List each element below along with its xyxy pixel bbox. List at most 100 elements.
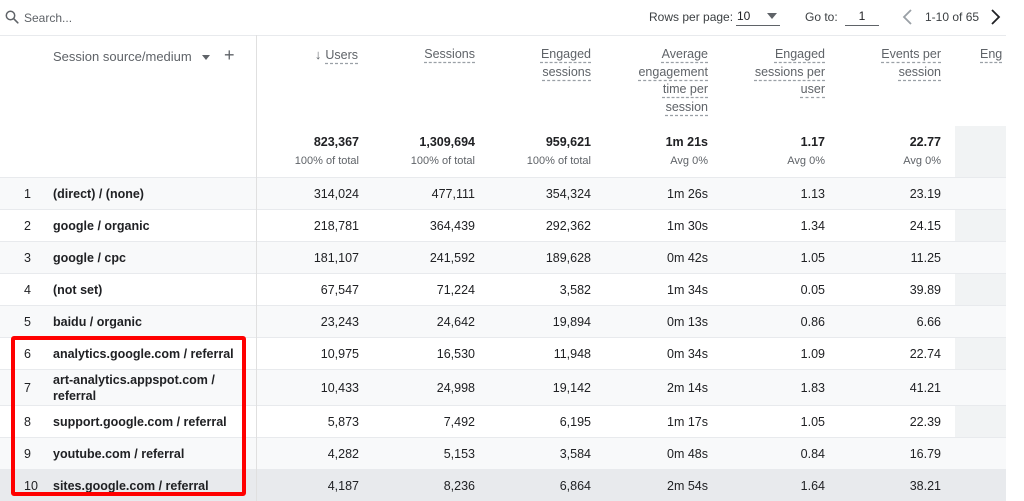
row-number: 8 bbox=[24, 414, 31, 429]
sort-descending-icon: ↓ bbox=[314, 47, 322, 62]
cell-avg-engagement-time: 1m 17s bbox=[667, 414, 708, 429]
row-number: 3 bbox=[24, 250, 31, 265]
table-row[interactable]: 9 youtube.com / referral 4,282 5,153 3,584 0m… bbox=[0, 437, 1006, 469]
row-source-medium[interactable]: sites.google.com / referral bbox=[53, 478, 209, 493]
cell-events-per-session: 11.25 bbox=[910, 250, 941, 265]
cell-avg-engagement-time: 2m 54s bbox=[667, 478, 708, 493]
cell-users: 218,781 bbox=[313, 218, 359, 233]
table-row[interactable]: 2 google / organic 218,781 364,439 292,362 1m… bbox=[0, 209, 1006, 241]
total-engaged-sessions-per-user-sub: Avg 0% bbox=[787, 155, 825, 167]
cell-sessions: 16,530 bbox=[436, 346, 475, 361]
cell-engaged-sessions-per-user: 1.05 bbox=[800, 250, 825, 265]
dimension-header[interactable]: Session source/medium bbox=[53, 49, 192, 64]
cell-users: 10,975 bbox=[320, 346, 359, 361]
row-source-medium[interactable]: baidu / organic bbox=[53, 314, 142, 329]
cell-sessions: 5,153 bbox=[443, 446, 475, 461]
cell-events-per-session: 16.79 bbox=[909, 446, 941, 461]
search-input[interactable] bbox=[24, 9, 324, 27]
cell-sessions: 8,236 bbox=[443, 478, 475, 493]
column-header-users[interactable]: ↓ Users bbox=[314, 47, 358, 62]
cell-users: 10,433 bbox=[320, 380, 359, 395]
cell-events-per-session: 39.89 bbox=[909, 282, 941, 297]
row-source-medium[interactable]: google / cpc bbox=[53, 250, 126, 265]
cell-engaged-sessions: 6,864 bbox=[559, 478, 591, 493]
cell-avg-engagement-time: 1m 26s bbox=[667, 186, 708, 201]
row-number: 2 bbox=[24, 218, 31, 233]
total-sessions: 1,309,694 bbox=[419, 135, 475, 149]
row-number: 4 bbox=[24, 282, 31, 297]
row-source-medium[interactable]: support.google.com / referral bbox=[53, 414, 227, 429]
total-users: 823,367 bbox=[313, 135, 359, 149]
table-row[interactable]: 3 google / cpc 181,107 241,592 189,628 0m 42s… bbox=[0, 241, 1006, 273]
cell-avg-engagement-time: 2m 14s bbox=[667, 380, 708, 395]
cell-engaged-sessions: 292,362 bbox=[545, 218, 591, 233]
cell-engaged-sessions-per-user: 1.13 bbox=[800, 186, 825, 201]
cell-users: 67,547 bbox=[320, 282, 359, 297]
total-engaged-sessions-percent: 100% of total bbox=[526, 155, 591, 167]
table-row[interactable]: 7 art-analytics.appspot.com / referral 10,… bbox=[0, 369, 1006, 405]
table-header: Session source/medium + ↓ Users Sessions … bbox=[0, 35, 1006, 177]
column-header-engaged-sessions[interactable]: Engaged sessions bbox=[540, 47, 591, 79]
search-icon bbox=[5, 10, 19, 24]
cell-engaged-sessions-per-user: 0.05 bbox=[800, 282, 825, 297]
table-row[interactable]: 4 (not set) 67,547 71,224 3,582 1m 34s 0.05 39.… bbox=[0, 273, 1006, 305]
column-header-avg-engagement-time[interactable]: Average engagement time per session bbox=[638, 47, 708, 114]
row-source-medium[interactable]: google / organic bbox=[53, 218, 150, 233]
table-row[interactable]: 8 support.google.com / referral 5,873 7,492… bbox=[0, 405, 1006, 437]
column-header-partial[interactable]: Eng bbox=[980, 47, 1003, 61]
cell-engaged-sessions: 11,948 bbox=[553, 346, 591, 361]
cell-avg-engagement-time: 0m 48s bbox=[667, 446, 708, 461]
cell-events-per-session: 23.19 bbox=[909, 186, 941, 201]
row-number: 9 bbox=[24, 446, 31, 461]
column-header-events-per-session[interactable]: Events per session bbox=[881, 47, 941, 79]
cell-sessions: 71,224 bbox=[436, 282, 475, 297]
cell-avg-engagement-time: 0m 42s bbox=[667, 250, 708, 265]
cell-avg-engagement-time: 0m 13s bbox=[667, 314, 708, 329]
total-avg-engagement-time: 1m 21s bbox=[665, 135, 708, 149]
rows-per-page-value: 10 bbox=[737, 9, 751, 23]
table-toolbar: Rows per page: 10 Go to: 1-10 of 65 bbox=[0, 0, 1024, 35]
rows-per-page-select[interactable]: 10 bbox=[736, 6, 780, 26]
goto-label: Go to: bbox=[805, 10, 838, 24]
row-source-medium[interactable]: (direct) / (none) bbox=[53, 186, 144, 201]
cell-users: 4,282 bbox=[327, 446, 359, 461]
cell-users: 314,024 bbox=[313, 186, 359, 201]
add-dimension-button[interactable]: + bbox=[224, 45, 235, 65]
next-page-button[interactable] bbox=[986, 7, 1004, 27]
cell-events-per-session: 6.66 bbox=[916, 314, 941, 329]
cell-engaged-sessions: 19,894 bbox=[552, 314, 591, 329]
row-source-medium[interactable]: art-analytics.appspot.com / referral bbox=[53, 372, 215, 403]
row-number: 5 bbox=[24, 314, 31, 329]
previous-page-button[interactable] bbox=[899, 7, 917, 27]
row-source-medium[interactable]: youtube.com / referral bbox=[53, 446, 185, 461]
cell-users: 5,873 bbox=[327, 414, 359, 429]
cell-engaged-sessions-per-user: 1.09 bbox=[800, 346, 825, 361]
row-number: 7 bbox=[24, 380, 31, 395]
cell-engaged-sessions-per-user: 1.34 bbox=[800, 218, 825, 233]
cell-sessions: 241,592 bbox=[429, 250, 475, 265]
row-source-medium[interactable]: analytics.google.com / referral bbox=[53, 346, 234, 361]
cell-engaged-sessions-per-user: 0.84 bbox=[800, 446, 825, 461]
column-header-engaged-sessions-per-user[interactable]: Engaged sessions per user bbox=[754, 47, 825, 96]
cell-sessions: 24,642 bbox=[436, 314, 475, 329]
caret-down-icon bbox=[767, 13, 777, 19]
dimension-dropdown-icon[interactable] bbox=[202, 55, 210, 60]
goto-page-input[interactable] bbox=[845, 6, 879, 26]
table-row[interactable]: 10 sites.google.com / referral 4,187 8,236 6… bbox=[0, 469, 1006, 501]
cell-sessions: 477,111 bbox=[431, 186, 475, 201]
cell-engaged-sessions: 19,142 bbox=[552, 380, 591, 395]
total-avg-engagement-time-sub: Avg 0% bbox=[670, 155, 708, 167]
table-row[interactable]: 1 (direct) / (none) 314,024 477,111 354,324 1… bbox=[0, 177, 1006, 209]
chevron-left-icon bbox=[902, 9, 912, 25]
cell-engaged-sessions: 189,628 bbox=[545, 250, 591, 265]
page-range: 1-10 of 65 bbox=[925, 10, 980, 24]
cell-events-per-session: 41.21 bbox=[909, 380, 941, 395]
row-source-medium[interactable]: (not set) bbox=[53, 282, 103, 297]
cell-events-per-session: 24.15 bbox=[909, 218, 941, 233]
table-row[interactable]: 6 analytics.google.com / referral 10,975 16… bbox=[0, 337, 1006, 369]
table-row[interactable]: 5 baidu / organic 23,243 24,642 19,894 0m 13s… bbox=[0, 305, 1006, 337]
cell-engaged-sessions-per-user: 1.83 bbox=[800, 380, 825, 395]
cell-users: 181,107 bbox=[313, 250, 359, 265]
column-header-sessions[interactable]: Sessions bbox=[424, 47, 475, 61]
row-number: 1 bbox=[24, 186, 31, 201]
